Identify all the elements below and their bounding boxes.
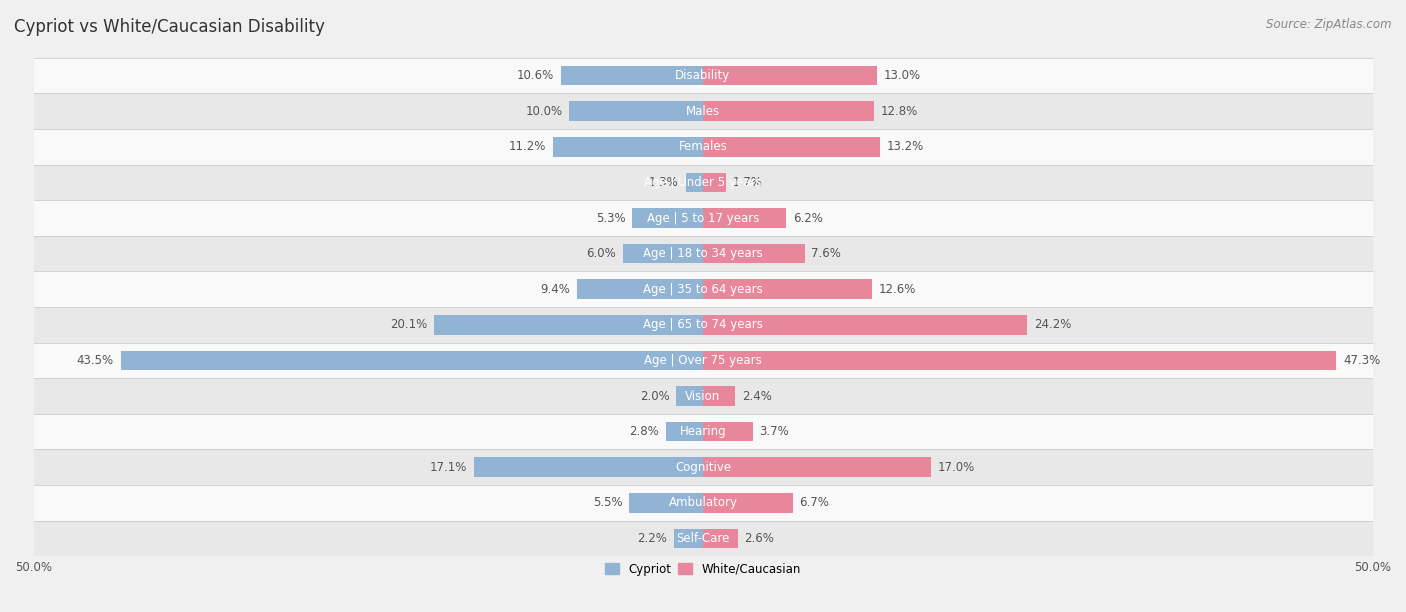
Text: Age | Under 5 years: Age | Under 5 years	[644, 176, 762, 189]
Text: 17.1%: 17.1%	[430, 461, 467, 474]
Bar	[34, 200, 1372, 236]
Bar	[703, 102, 875, 121]
Text: 5.3%: 5.3%	[596, 212, 626, 225]
Text: Ambulatory: Ambulatory	[668, 496, 738, 509]
Text: 2.0%: 2.0%	[640, 390, 669, 403]
Bar	[703, 173, 725, 192]
Bar	[673, 529, 703, 548]
Text: 20.1%: 20.1%	[389, 318, 427, 331]
Bar	[676, 386, 703, 406]
Text: Vision: Vision	[685, 390, 721, 403]
Text: Disability: Disability	[675, 69, 731, 82]
Bar	[434, 315, 703, 335]
Text: Age | 35 to 64 years: Age | 35 to 64 years	[643, 283, 763, 296]
Text: 6.2%: 6.2%	[793, 212, 823, 225]
Text: 11.2%: 11.2%	[509, 140, 547, 154]
Text: 2.4%: 2.4%	[742, 390, 772, 403]
Bar	[561, 66, 703, 86]
Text: 17.0%: 17.0%	[938, 461, 974, 474]
Bar	[703, 351, 1336, 370]
Bar	[553, 137, 703, 157]
Bar	[686, 173, 703, 192]
Text: Age | 5 to 17 years: Age | 5 to 17 years	[647, 212, 759, 225]
Text: 10.0%: 10.0%	[526, 105, 562, 118]
Text: Males: Males	[686, 105, 720, 118]
Text: Cognitive: Cognitive	[675, 461, 731, 474]
Bar	[34, 378, 1372, 414]
Text: Hearing: Hearing	[679, 425, 727, 438]
Text: 3.7%: 3.7%	[759, 425, 789, 438]
Text: Age | 18 to 34 years: Age | 18 to 34 years	[643, 247, 763, 260]
Text: 6.7%: 6.7%	[800, 496, 830, 509]
Bar	[623, 244, 703, 263]
Bar	[703, 458, 931, 477]
Text: 43.5%: 43.5%	[77, 354, 114, 367]
Bar	[34, 58, 1372, 94]
Bar	[703, 493, 793, 513]
Text: 9.4%: 9.4%	[540, 283, 571, 296]
Text: 2.8%: 2.8%	[628, 425, 659, 438]
Text: 12.6%: 12.6%	[879, 283, 915, 296]
Bar	[34, 485, 1372, 521]
Text: 5.5%: 5.5%	[593, 496, 623, 509]
Bar	[703, 66, 877, 86]
Bar	[34, 165, 1372, 200]
Bar	[703, 315, 1026, 335]
Text: 12.8%: 12.8%	[882, 105, 918, 118]
Bar	[34, 307, 1372, 343]
Bar	[34, 236, 1372, 272]
Bar	[633, 208, 703, 228]
Bar	[703, 244, 804, 263]
Text: Age | 65 to 74 years: Age | 65 to 74 years	[643, 318, 763, 331]
Bar	[34, 94, 1372, 129]
Text: Age | Over 75 years: Age | Over 75 years	[644, 354, 762, 367]
Legend: Cypriot, White/Caucasian: Cypriot, White/Caucasian	[600, 558, 806, 580]
Bar	[703, 386, 735, 406]
Bar	[34, 343, 1372, 378]
Bar	[569, 102, 703, 121]
Bar	[703, 529, 738, 548]
Bar	[703, 422, 752, 441]
Text: 10.6%: 10.6%	[517, 69, 554, 82]
Text: Cypriot vs White/Caucasian Disability: Cypriot vs White/Caucasian Disability	[14, 18, 325, 36]
Bar	[703, 280, 872, 299]
Text: 47.3%: 47.3%	[1343, 354, 1381, 367]
Text: 24.2%: 24.2%	[1033, 318, 1071, 331]
Text: 13.0%: 13.0%	[884, 69, 921, 82]
Bar	[34, 129, 1372, 165]
Bar	[34, 521, 1372, 556]
Text: 6.0%: 6.0%	[586, 247, 616, 260]
Text: 1.3%: 1.3%	[650, 176, 679, 189]
Bar	[703, 137, 880, 157]
Bar	[630, 493, 703, 513]
Bar	[576, 280, 703, 299]
Bar	[474, 458, 703, 477]
Text: Females: Females	[679, 140, 727, 154]
Text: 1.7%: 1.7%	[733, 176, 762, 189]
Text: Source: ZipAtlas.com: Source: ZipAtlas.com	[1267, 18, 1392, 31]
Bar	[665, 422, 703, 441]
Text: Self-Care: Self-Care	[676, 532, 730, 545]
Bar	[34, 414, 1372, 449]
Bar	[34, 272, 1372, 307]
Bar	[34, 449, 1372, 485]
Bar	[121, 351, 703, 370]
Text: 7.6%: 7.6%	[811, 247, 841, 260]
Text: 2.2%: 2.2%	[637, 532, 666, 545]
Bar	[703, 208, 786, 228]
Text: 2.6%: 2.6%	[745, 532, 775, 545]
Text: 13.2%: 13.2%	[886, 140, 924, 154]
